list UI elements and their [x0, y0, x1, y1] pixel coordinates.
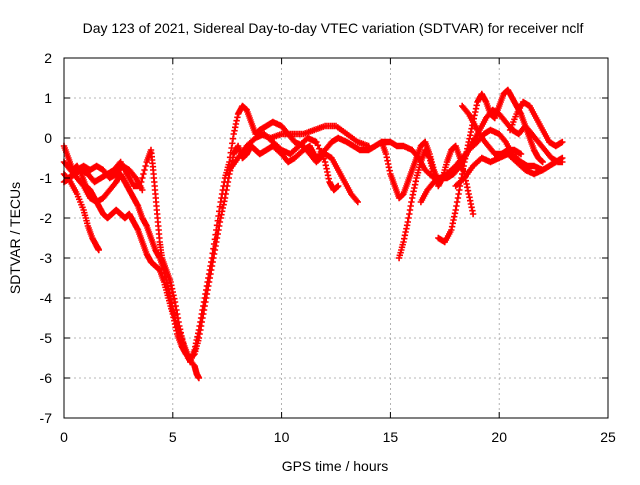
y-axis-label: SDTVAR / TECUs — [7, 182, 23, 294]
y-tick-label: 1 — [44, 90, 52, 106]
y-tick-label: -2 — [40, 210, 53, 226]
data-point-markers — [226, 131, 341, 193]
data-point-markers — [418, 107, 566, 205]
x-tick-label: 15 — [383, 429, 399, 445]
x-tick-label: 0 — [60, 429, 68, 445]
y-tick-label: -7 — [40, 410, 53, 426]
y-tick-label: -1 — [40, 170, 53, 186]
x-tick-label: 5 — [169, 429, 177, 445]
series-track-k — [418, 107, 566, 205]
y-tick-label: 2 — [44, 50, 52, 66]
x-tick-label: 25 — [600, 429, 616, 445]
y-tick-label: 0 — [44, 130, 52, 146]
chart-title: Day 123 of 2021, Sidereal Day-to-day VTE… — [83, 20, 584, 36]
y-tick-label: -3 — [40, 250, 53, 266]
x-tick-label: 10 — [274, 429, 290, 445]
series-track-f — [226, 131, 341, 193]
data-marks — [61, 87, 566, 381]
y-tick-label: -4 — [40, 290, 53, 306]
x-axis-label: GPS time / hours — [282, 458, 389, 474]
x-tick-label: 20 — [491, 429, 507, 445]
grid — [64, 58, 608, 418]
y-tick-label: -5 — [40, 330, 53, 346]
y-tick-label: -6 — [40, 370, 53, 386]
plot-frame — [64, 58, 608, 418]
